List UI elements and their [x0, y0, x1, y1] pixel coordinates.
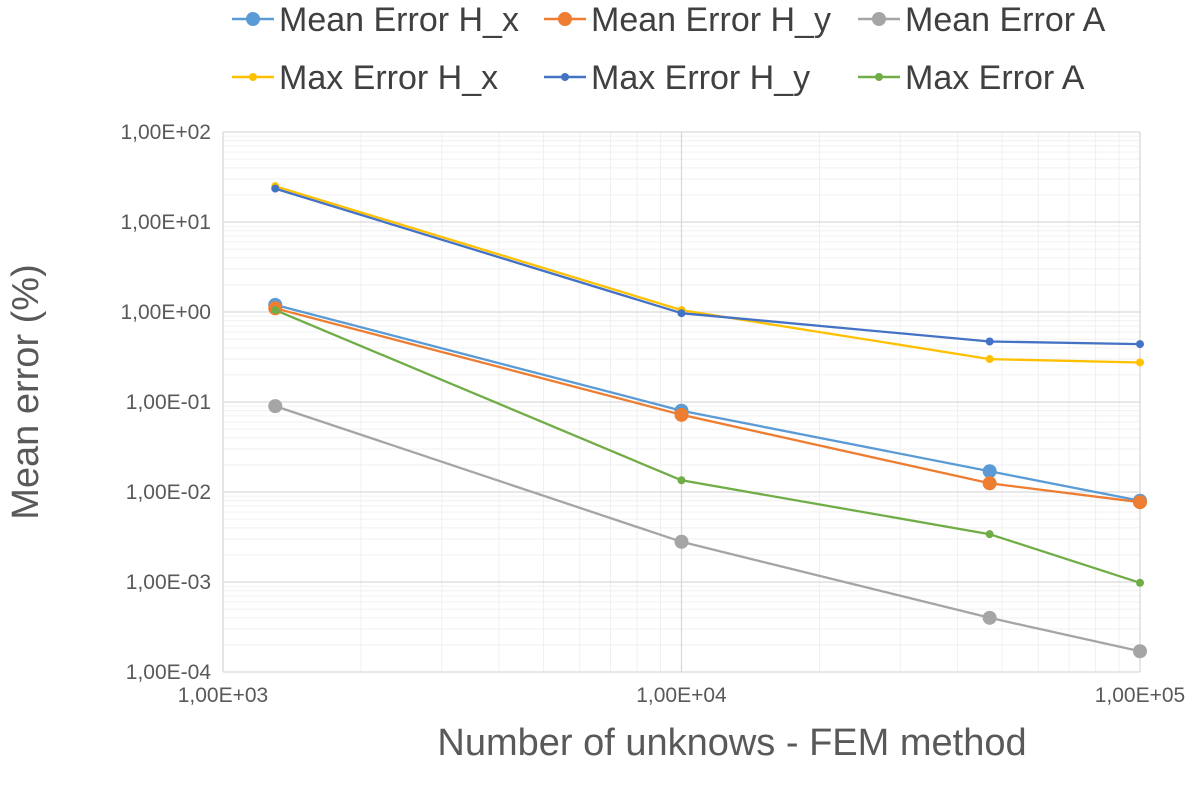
legend-swatch-marker [872, 12, 886, 26]
data-point-mean-error-h-y [674, 407, 689, 422]
major-gridlines [222, 131, 1141, 673]
series-line-mean-error-h-x [274, 303, 1141, 502]
legend-swatch-marker [875, 73, 883, 81]
legend-item-mean-error-h-y: Mean Error H_y [544, 1, 831, 39]
data-point-mean-error-a [1133, 644, 1147, 659]
series-line-max-error-h-y [274, 187, 1141, 346]
legend-label: Max Error H_y [591, 59, 810, 97]
legend-label: Max Error H_x [279, 59, 498, 97]
y-tick-label: 1,00E+01 [120, 211, 211, 234]
y-tick-label: 1,00E+00 [120, 301, 211, 324]
legend-swatch-marker [246, 12, 260, 26]
data-point-max-error-h-y [677, 309, 686, 318]
series-max-error-h-y [271, 184, 1144, 349]
data-point-max-error-a [677, 476, 686, 485]
series-max-error-a [271, 306, 1144, 587]
x-tick-label: 1,00E+05 [1095, 684, 1186, 707]
data-point-max-error-h-x [985, 355, 994, 364]
legend-swatch-marker [561, 73, 569, 81]
data-point-max-error-a [1136, 578, 1144, 587]
legend-item-max-error-h-y: Max Error H_y [544, 59, 810, 97]
data-point-max-error-h-x [1136, 358, 1144, 367]
y-axis-title: Mean error (%) [5, 264, 47, 520]
data-point-max-error-a [271, 306, 280, 315]
y-tick-label: 1,00E-01 [126, 391, 211, 414]
legend-label: Mean Error H_y [591, 1, 831, 39]
legend-label: Max Error A [905, 59, 1085, 97]
legend: Mean Error H_x Mean Error H_y Mean Error A… [232, 1, 1106, 97]
legend-item-mean-error-a: Mean Error A [858, 1, 1106, 39]
data-point-mean-error-a [674, 534, 689, 549]
series-mean-error-h-x [268, 297, 1147, 508]
series-line-max-error-h-x [274, 185, 1141, 364]
data-point-max-error-h-y [985, 337, 994, 346]
series-line-max-error-a [274, 309, 1141, 584]
series-layer [268, 182, 1147, 659]
data-point-max-error-a [985, 530, 994, 539]
data-point-mean-error-a [268, 399, 283, 414]
x-axis-tick-labels: 1,00E+03 1,00E+04 1,00E+05 [178, 684, 1186, 707]
data-point-max-error-h-y [271, 184, 280, 193]
y-axis-tick-labels: 1,00E+02 1,00E+01 1,00E+00 1,00E-01 1,00E-02… [120, 121, 211, 684]
data-point-mean-error-h-x [982, 464, 997, 479]
x-tick-label: 1,00E+04 [636, 684, 727, 707]
data-point-max-error-h-y [1136, 340, 1144, 349]
data-point-mean-error-h-y [1133, 495, 1147, 510]
legend-item-max-error-h-x: Max Error H_x [232, 59, 498, 97]
x-tick-label: 1,00E+03 [178, 684, 269, 707]
series-line-mean-error-a [274, 405, 1141, 653]
legend-swatch-marker [249, 73, 257, 81]
y-tick-label: 1,00E+02 [120, 121, 211, 144]
y-tick-label: 1,00E-03 [126, 571, 211, 594]
legend-item-mean-error-h-x: Mean Error H_x [232, 1, 519, 39]
y-tick-label: 1,00E-04 [126, 661, 212, 684]
series-mean-error-h-y [268, 301, 1147, 510]
legend-swatch-marker [558, 12, 572, 26]
x-axis-title: Number of unknows - FEM method [437, 722, 1026, 764]
legend-label: Mean Error H_x [279, 1, 519, 39]
legend-label: Mean Error A [905, 1, 1106, 39]
series-mean-error-a [268, 399, 1147, 659]
data-point-mean-error-h-y [982, 476, 997, 491]
legend-item-max-error-a: Max Error A [858, 59, 1085, 97]
data-point-mean-error-a [982, 610, 997, 625]
y-tick-label: 1,00E-02 [126, 481, 211, 504]
series-line-mean-error-h-y [274, 307, 1141, 504]
